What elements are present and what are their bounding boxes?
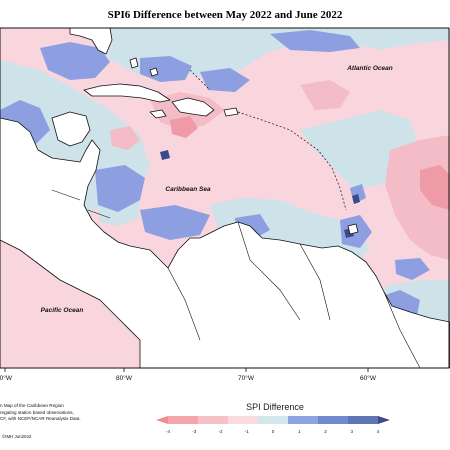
legend-tick-label: -1: [245, 429, 250, 434]
map-frame: [0, 27, 450, 369]
legend-tick-label: 0: [272, 429, 275, 434]
lon-tick-label: 80°W: [116, 374, 133, 382]
lesser-antilles: [189, 69, 347, 211]
legend-swatch: [258, 416, 289, 424]
credit-line: regating station based observations,: [0, 409, 74, 415]
legend-title: SPI Difference: [246, 402, 304, 412]
trinidad: [347, 223, 359, 235]
pacific-ocean-label: Pacific Ocean: [41, 307, 84, 314]
legend-swatch: [168, 416, 199, 424]
lon-tick-label: 70°W: [238, 374, 255, 382]
legend-swatch: [288, 416, 319, 424]
hispaniola: [171, 97, 215, 117]
copyright-text: ©IMH Jun2022: [2, 434, 32, 439]
legend-tick-label: -2: [218, 429, 223, 434]
longitude-axis: 80°W 80°W 70°W 60°W: [0, 368, 377, 382]
legend-arrow-right: [378, 416, 390, 424]
legend-tick-label: 1: [298, 429, 301, 434]
lon-tick-label: 60°W: [360, 374, 377, 382]
legend-tick-label: 2: [324, 429, 327, 434]
legend-swatch: [228, 416, 259, 424]
credit-line: CF, with NCEP/NCAR Reanalysis Data.: [0, 416, 81, 422]
legend-swatch: [318, 416, 349, 424]
legend-tick-label: -3: [192, 429, 197, 434]
country-borders: [51, 189, 421, 368]
central-south-america: [0, 117, 450, 368]
credit-line: n Map of the Caribbean Region: [0, 403, 64, 408]
caribbean-sea-label: Caribbean Sea: [165, 186, 211, 193]
bahamas-2: [149, 67, 159, 77]
cuba: [83, 83, 171, 103]
bahamas-1: [129, 57, 139, 69]
atlantic-ocean-label: Atlantic Ocean: [346, 65, 393, 72]
color-legend: -4 -3 -2 -1 0 1 2 3 4: [156, 416, 390, 434]
legend-tick-label: -4: [166, 429, 171, 434]
florida: [69, 28, 113, 55]
map-title: SPI6 Difference between May 2022 and Jun…: [107, 9, 343, 21]
jamaica: [149, 109, 167, 119]
lon-tick-label: 80°W: [0, 374, 13, 382]
land-masses: [0, 28, 450, 368]
legend-swatch: [348, 416, 379, 424]
yucatan: [51, 111, 91, 147]
legend-arrow-left: [156, 416, 168, 424]
legend-tick-label: 4: [377, 429, 380, 434]
puerto-rico: [223, 107, 239, 117]
map-credit: n Map of the Caribbean Region regating s…: [0, 403, 110, 423]
legend-swatch: [198, 416, 229, 424]
legend-tick-label: 3: [350, 429, 353, 434]
